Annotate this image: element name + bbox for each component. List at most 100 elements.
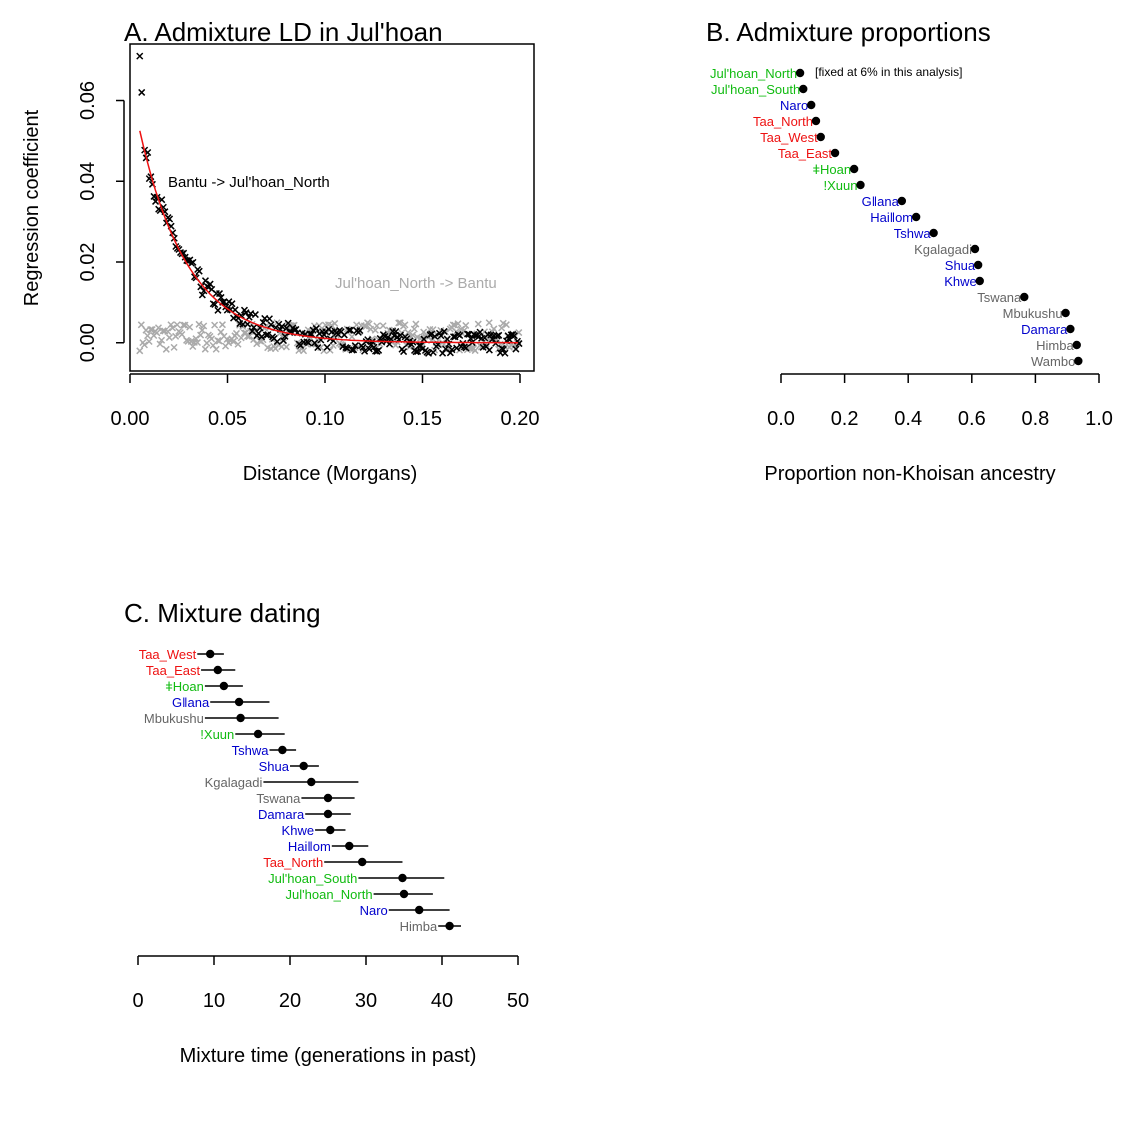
panel-c-row-label: ǂHoan (165, 679, 204, 694)
panel-a-point-black (198, 291, 206, 299)
panel-b-row-point (911, 212, 921, 222)
panel-a-point-gray (170, 343, 178, 351)
panel-a-point-black (195, 267, 203, 275)
panel-b-x-tick-label: 0.8 (1021, 408, 1049, 430)
panel-a-point-gray (201, 345, 209, 353)
panel-a-point-gray (401, 321, 409, 329)
panel-b-row-point (1074, 356, 1083, 366)
panel-a-point-black (311, 339, 319, 347)
panel-a-point-black (412, 348, 420, 356)
panel-c-row-label: Kgalagadi (205, 775, 263, 790)
panel-a-point-black (485, 346, 493, 354)
panel-b-row-point (811, 116, 821, 126)
panel-c-row-label: Jul'hoan_North (286, 887, 373, 902)
panel-a-point-black (345, 326, 353, 334)
panel-b-row-label: Damara (1021, 322, 1068, 337)
panel-c-x-tick-label: 30 (355, 990, 377, 1012)
panel-b-row-label: Taa_North (753, 114, 813, 129)
panel-a-point-gray (147, 326, 155, 334)
panel-a-point-black (201, 277, 209, 285)
panel-a-point-gray (193, 338, 202, 347)
panel-a-point-gray (373, 322, 381, 330)
panel-a-point-gray (136, 347, 144, 355)
panel-a-point-gray (165, 334, 173, 342)
panel-b-row-label: Gǁana (862, 194, 900, 209)
panel-a-point-gray (300, 347, 308, 355)
panel-a-point-black (440, 327, 448, 335)
panel-b-row-label: Naro (780, 98, 808, 113)
panel-a-point-black (189, 258, 197, 266)
panel-c-row-point (445, 921, 454, 931)
panel-a-point-black (365, 345, 373, 353)
panel-b-x-tick-label: 0.0 (767, 408, 795, 430)
panel-a-point-black (259, 318, 267, 326)
panel-b-row-label: !Xuun (824, 178, 858, 193)
panel-c-row-label: Taa_West (139, 647, 197, 662)
panel-a-point-black (448, 346, 456, 354)
panel-b-row-label: Jul'hoan_North (710, 66, 797, 81)
panel-b-row-label: Tshwa (894, 226, 932, 241)
panel-a-point-black (396, 331, 404, 339)
panel-c: C. Mixture dating Mixture time (generati… (124, 598, 529, 1067)
panel-b-row-label: Taa_West (760, 130, 818, 145)
panel-c-title: C. Mixture dating (124, 598, 321, 628)
panel-a-y-tick-label: 0.02 (77, 243, 99, 282)
panel-c-x-tick-label: 40 (431, 990, 453, 1012)
panel-a-point-gray (198, 326, 206, 334)
panel-b-note: [fixed at 6% in this analysis] (815, 65, 962, 79)
panel-a-point-gray (296, 340, 304, 348)
panel-a-point-gray (365, 320, 373, 328)
panel-b: B. Admixture proportions [fixed at 6% in… (706, 17, 1113, 485)
panel-a-point-gray (162, 345, 170, 353)
panel-a-y-tick-label: 0.00 (77, 323, 99, 362)
panel-a-point-black (245, 313, 253, 321)
panel-b-row-point (1061, 308, 1070, 318)
panel-a-point-gray (164, 327, 172, 336)
panel-a-point-black (279, 337, 287, 345)
panel-a-point-black (510, 332, 518, 340)
panel-b-row-label: Himba (1036, 338, 1074, 353)
panel-a-point-gray (395, 319, 403, 327)
panel-a-point-black (347, 326, 355, 334)
panel-a-title: A. Admixture LD in Jul'hoan (124, 17, 443, 47)
panel-c-x-axis-label: Mixture time (generations in past) (180, 1045, 477, 1067)
panel-b-row-label: Shua (945, 258, 976, 273)
panel-a-point-black (453, 344, 461, 352)
panel-b-title: B. Admixture proportions (706, 17, 991, 47)
panel-a-plot-frame (129, 43, 535, 372)
panel-c-x-tick-label: 20 (279, 990, 301, 1012)
panel-c-row-label: Damara (258, 807, 305, 822)
panel-b-row-point (1072, 340, 1081, 350)
panel-c-row-label: !Xuun (200, 727, 234, 742)
panel-a-y-tick-label: 0.06 (77, 81, 99, 120)
panel-a-point-gray (348, 333, 356, 341)
panel-b-row-label: Khwe (944, 274, 977, 289)
panel-a-point-gray (168, 324, 177, 332)
panel-c-row-label: Tshwa (232, 743, 270, 758)
panel-a-point-gray (158, 336, 166, 344)
panel-a-point-black (323, 343, 331, 351)
panel-c-row-point (399, 889, 409, 899)
panel-a-point-black (138, 88, 146, 96)
panel-a-point-gray (379, 322, 387, 330)
panel-a-point-black (459, 339, 467, 347)
panel-c-row-label: Khwe (282, 823, 315, 838)
panel-a-point-black (512, 345, 520, 353)
panel-a-point-gray (328, 321, 336, 329)
panel-c-row-point (415, 905, 424, 915)
panel-a-point-gray (156, 340, 164, 348)
panel-a-point-gray (181, 321, 189, 329)
panel-a-point-gray (140, 341, 148, 349)
panel-c-row-point (236, 713, 245, 723)
panel-a-point-black (215, 290, 224, 298)
panel-b-row-point (1020, 292, 1029, 302)
panel-b-x-tick-label: 0.2 (831, 408, 859, 430)
panel-a-point-black (314, 344, 322, 352)
panel-a-point-black (437, 332, 445, 340)
panel-a-point-black (495, 331, 503, 339)
panel-b-row-point (929, 228, 938, 238)
panel-a-point-black (312, 324, 320, 332)
panel-a-point-gray (485, 319, 493, 327)
panel-c-row-point (358, 857, 367, 867)
panel-a-point-black (258, 333, 266, 341)
